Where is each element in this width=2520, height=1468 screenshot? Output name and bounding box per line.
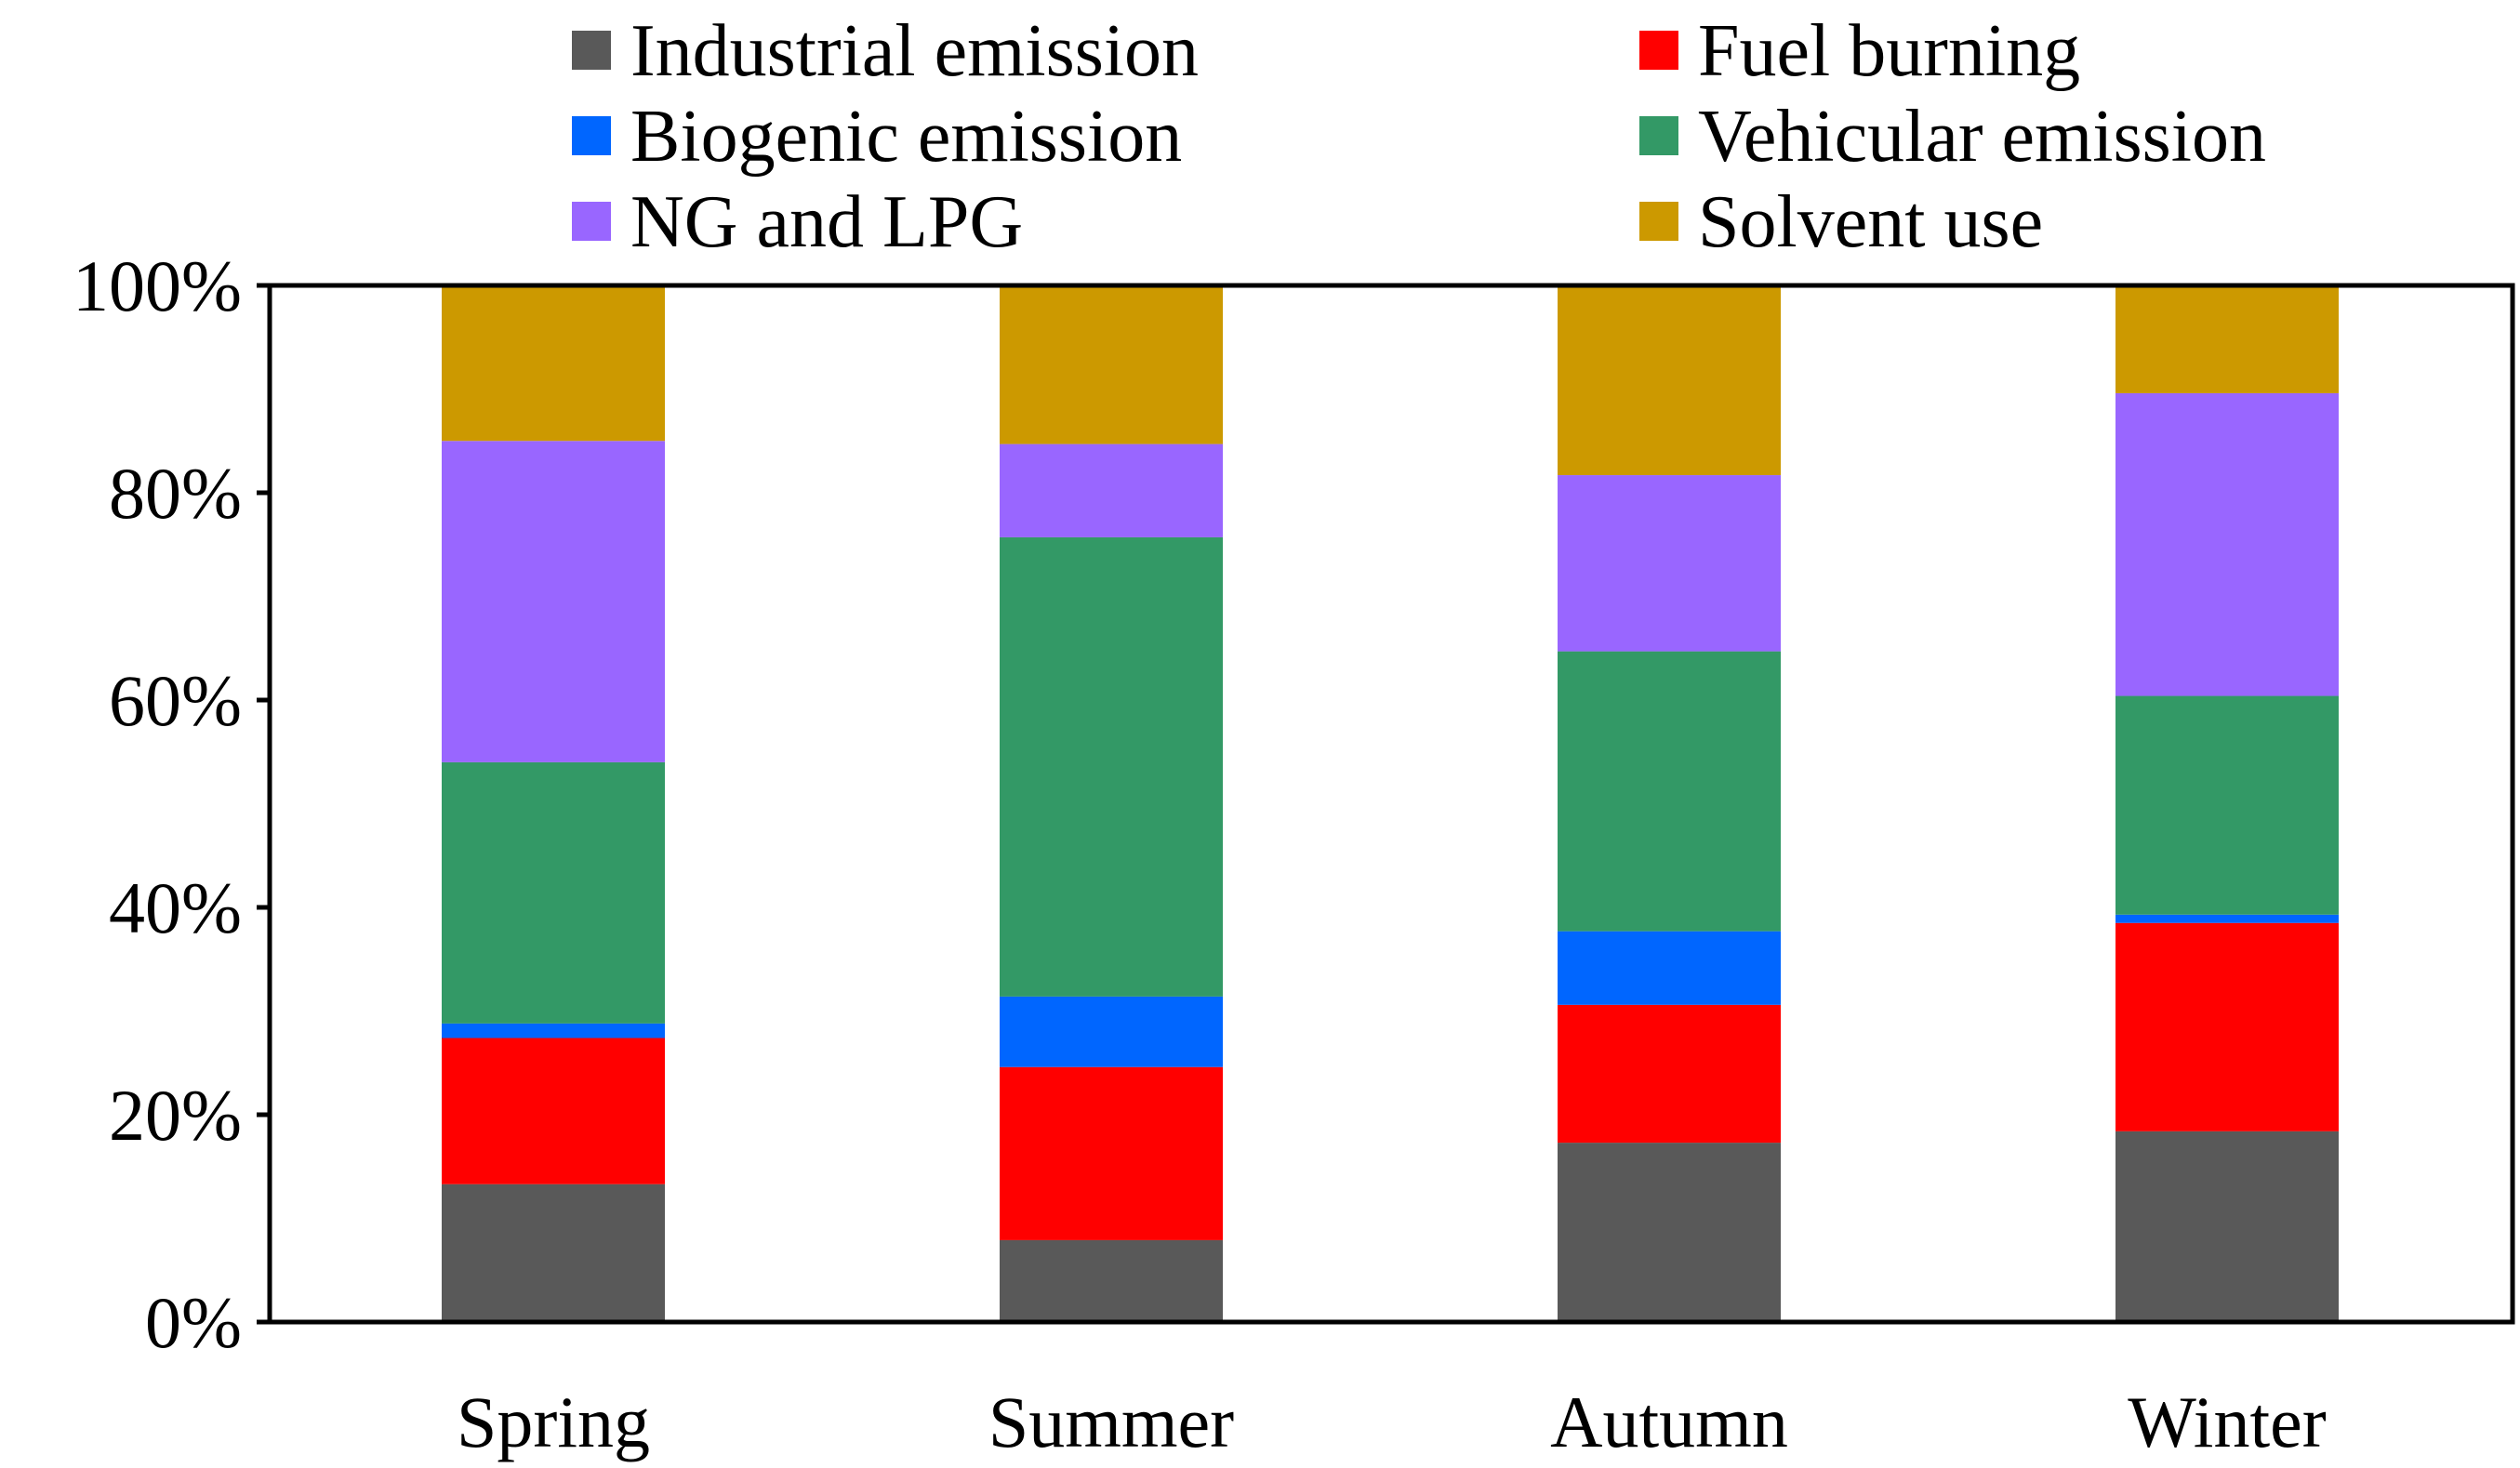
bar-segment-winter-fuel-burning <box>2115 922 2339 1131</box>
legend-label: Vehicular emission <box>1698 96 2266 178</box>
legend-item-vehicular-emission: Vehicular emission <box>1639 96 2266 178</box>
bars <box>442 285 2339 1322</box>
legend-item-fuel-burning: Fuel burning <box>1639 10 2080 92</box>
y-tick-label: 60% <box>109 660 242 741</box>
x-axis: Spring Summer Autumn Winter <box>457 1382 2327 1462</box>
y-axis: 0% 20% 40% 60% 80% 100% <box>73 245 270 1363</box>
legend-label: NG and LPG <box>630 181 1023 263</box>
bar-segment-spring-fuel-burning <box>442 1038 665 1184</box>
bar-segment-winter-biogenic-emission <box>2115 914 2339 923</box>
legend: Industrial emission Fuel burning Biogenic … <box>572 10 2266 263</box>
bar-group-autumn <box>1558 285 1781 1322</box>
x-category-label: Autumn <box>1550 1382 1788 1462</box>
y-tick-label: 0% <box>145 1282 242 1363</box>
legend-item-ng-and-lpg: NG and LPG <box>572 181 1023 263</box>
bar-segment-spring-ng-and-lpg <box>442 441 665 762</box>
plot-frame <box>267 283 2515 1325</box>
x-category-label: Spring <box>457 1382 650 1462</box>
bar-segment-autumn-industrial-emission <box>1558 1143 1781 1322</box>
bar-group-spring <box>442 285 665 1322</box>
bar-segment-winter-industrial-emission <box>2115 1131 2339 1322</box>
bar-segment-spring-solvent-use <box>442 285 665 442</box>
legend-item-biogenic-emission: Biogenic emission <box>572 96 1182 178</box>
bar-segment-autumn-biogenic-emission <box>1558 931 1781 1005</box>
bar-segment-summer-solvent-use <box>1000 285 1223 444</box>
bar-segment-winter-vehicular-emission <box>2115 695 2339 915</box>
bar-segment-autumn-ng-and-lpg <box>1558 475 1781 652</box>
bar-segment-summer-fuel-burning <box>1000 1066 1223 1240</box>
legend-swatch <box>572 202 611 241</box>
legend-swatch <box>572 116 611 155</box>
bar-group-summer <box>1000 285 1223 1322</box>
bar-segment-spring-vehicular-emission <box>442 761 665 1024</box>
bar-segment-summer-biogenic-emission <box>1000 996 1223 1067</box>
legend-label: Fuel burning <box>1698 10 2080 92</box>
y-tick-label: 80% <box>109 453 242 534</box>
bar-segment-summer-ng-and-lpg <box>1000 443 1223 537</box>
bar-segment-autumn-vehicular-emission <box>1558 651 1781 932</box>
legend-label: Biogenic emission <box>630 96 1182 178</box>
legend-item-industrial-emission: Industrial emission <box>572 10 1199 92</box>
bar-segment-spring-biogenic-emission <box>442 1023 665 1038</box>
legend-swatch <box>1639 31 1678 70</box>
bar-segment-autumn-solvent-use <box>1558 285 1781 476</box>
x-category-label: Summer <box>988 1382 1234 1462</box>
bar-segment-autumn-fuel-burning <box>1558 1004 1781 1144</box>
bar-segment-summer-vehicular-emission <box>1000 536 1223 997</box>
bar-group-winter <box>2115 285 2339 1322</box>
legend-label: Industrial emission <box>630 10 1199 92</box>
bar-segment-summer-industrial-emission <box>1000 1239 1223 1322</box>
y-tick-label: 100% <box>73 245 242 326</box>
legend-item-solvent-use: Solvent use <box>1639 181 2043 263</box>
bar-segment-spring-industrial-emission <box>442 1184 665 1322</box>
legend-swatch <box>572 31 611 70</box>
legend-swatch <box>1639 116 1678 155</box>
x-category-label: Winter <box>2128 1382 2326 1462</box>
bar-segment-winter-ng-and-lpg <box>2115 392 2339 696</box>
bar-segment-winter-solvent-use <box>2115 285 2339 393</box>
y-tick-label: 40% <box>109 867 242 948</box>
legend-swatch <box>1639 202 1678 241</box>
legend-label: Solvent use <box>1698 181 2043 263</box>
y-tick-label: 20% <box>109 1075 242 1156</box>
